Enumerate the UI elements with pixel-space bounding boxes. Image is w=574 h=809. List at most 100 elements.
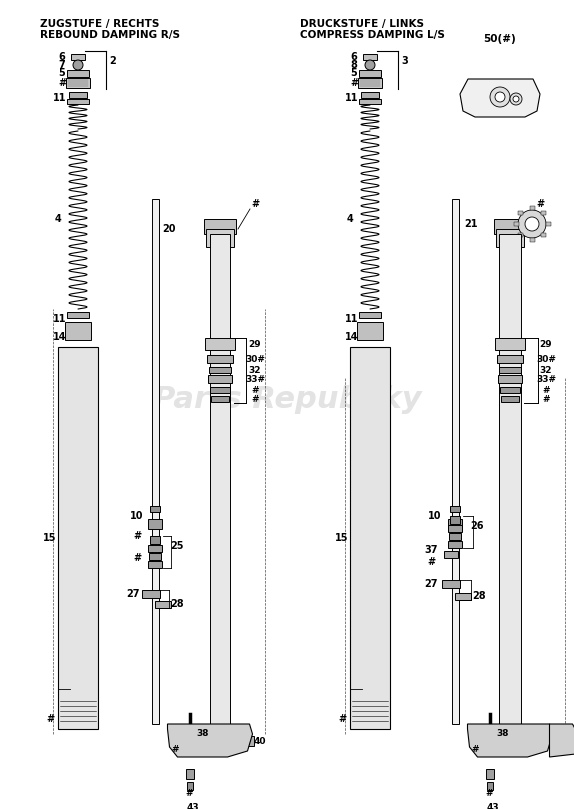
Text: 14: 14 [53,332,67,342]
Bar [66,78,90,88]
Text: 27: 27 [126,589,139,599]
Bar [359,99,381,104]
Polygon shape [549,724,574,757]
Bar [357,322,383,340]
Text: #: # [186,790,193,798]
Text: Parts Republiky: Parts Republiky [153,384,421,413]
Bar [529,206,534,210]
Bar [442,580,460,588]
Circle shape [73,60,83,70]
Bar [150,536,160,544]
Text: 6: 6 [351,52,358,62]
Circle shape [490,87,510,107]
Bar [529,238,534,242]
Bar [541,233,546,237]
Text: #: # [472,744,479,753]
Text: #: # [46,714,54,724]
Text: #: # [251,386,259,395]
Text: 14: 14 [345,332,359,342]
Text: 38: 38 [196,730,209,739]
Text: #: # [133,531,141,541]
Bar [350,347,390,729]
Text: 28: 28 [170,599,184,609]
Circle shape [525,217,539,231]
Text: #: # [542,386,550,395]
Text: #: # [542,395,550,404]
Bar [67,99,89,104]
Bar [67,70,89,77]
Text: 5: 5 [351,68,358,78]
Bar [242,736,254,746]
Bar [65,322,91,340]
Circle shape [518,210,546,238]
Circle shape [495,92,505,102]
Text: #: # [251,395,259,404]
Bar [148,561,162,567]
Text: 2: 2 [110,56,117,66]
Text: 33#: 33# [245,375,265,383]
Bar [499,367,521,373]
Text: 30#: 30# [245,354,265,363]
Text: 20: 20 [162,224,176,234]
Text: 29: 29 [540,340,552,349]
Bar [207,355,233,363]
Bar [518,233,523,237]
Text: #: # [427,557,435,567]
Text: REBOUND DAMPING R/S: REBOUND DAMPING R/S [40,30,180,40]
Bar [359,312,381,318]
Bar [150,506,160,512]
Text: 10: 10 [130,511,144,521]
Bar [448,519,462,529]
Text: COMPRESS DAMPING L/S: COMPRESS DAMPING L/S [300,30,445,40]
Circle shape [513,96,519,102]
Circle shape [519,735,536,751]
Bar [450,516,460,524]
Text: 21: 21 [464,219,478,229]
Text: 11: 11 [53,314,67,324]
Circle shape [183,734,196,748]
Bar [497,355,523,363]
Polygon shape [467,724,553,757]
Text: 27: 27 [424,579,438,589]
Bar [518,210,523,214]
Bar [185,769,193,779]
Bar [209,367,231,373]
Circle shape [219,735,235,751]
Text: 32: 32 [540,366,552,375]
Circle shape [483,734,497,748]
Text: 11: 11 [53,93,67,103]
Bar [448,540,462,548]
Bar [71,54,85,60]
Text: 6: 6 [59,52,65,62]
Polygon shape [460,79,540,117]
Bar [58,347,98,729]
Bar [187,782,192,790]
Bar [361,92,379,98]
Bar [363,54,377,60]
Text: 29: 29 [249,340,261,349]
Bar [499,234,521,724]
Text: 32: 32 [249,366,261,375]
Bar [208,375,232,383]
Bar [541,210,546,214]
Text: #: # [350,78,358,88]
Text: 7: 7 [59,60,65,70]
Text: 10: 10 [428,511,442,521]
Bar [444,550,458,557]
Text: #: # [251,199,259,209]
Bar [211,396,229,402]
Bar [452,199,459,724]
Text: #: # [58,78,66,88]
Text: 43: 43 [186,803,199,809]
Text: 15: 15 [43,533,57,543]
Text: 40: 40 [253,736,266,746]
Text: 11: 11 [345,93,359,103]
Circle shape [510,93,522,105]
Bar [450,506,460,512]
Text: 4: 4 [55,214,61,224]
Text: 25: 25 [170,541,184,551]
Text: 50(#): 50(#) [484,34,517,44]
Bar [155,600,171,608]
Bar [148,544,162,552]
Bar [67,312,89,318]
